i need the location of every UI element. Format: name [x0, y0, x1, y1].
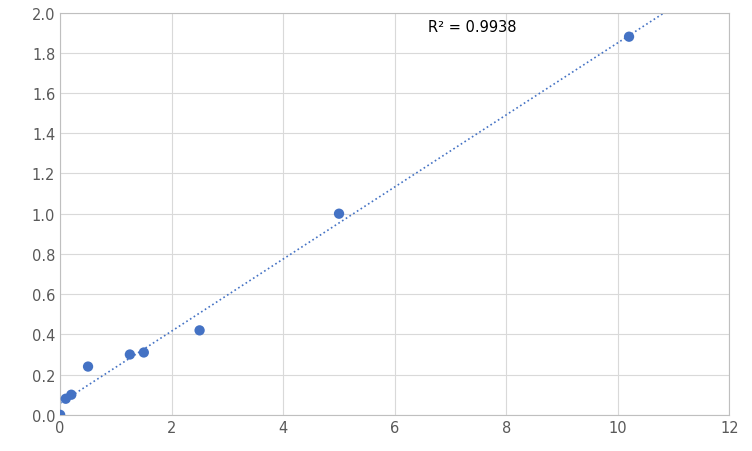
Point: [333, 211, 345, 218]
Point: [623, 34, 635, 41]
Point: [138, 349, 150, 356]
Point: [124, 351, 136, 358]
Point: [54, 411, 66, 419]
Point: [59, 395, 71, 402]
Text: R² = 0.9938: R² = 0.9938: [428, 19, 517, 35]
Point: [82, 363, 94, 370]
Point: [65, 391, 77, 399]
Point: [193, 327, 205, 334]
